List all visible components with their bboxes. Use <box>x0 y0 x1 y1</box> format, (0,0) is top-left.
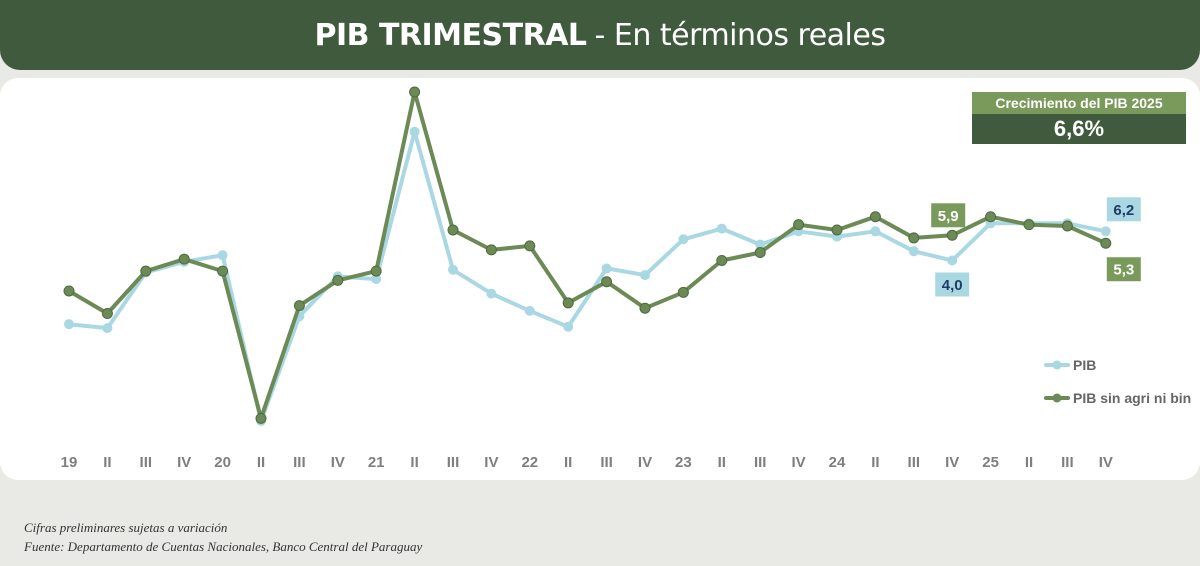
x-tick-label: III <box>600 454 613 471</box>
data-point <box>178 253 190 265</box>
data-point <box>870 226 881 237</box>
legend-label: PIB sin agri ni bin <box>1073 390 1191 406</box>
data-label-box <box>931 203 966 228</box>
data-point <box>448 264 458 275</box>
data-label: 4,0 <box>942 277 963 294</box>
data-label: 6,2 <box>1113 202 1134 219</box>
data-point <box>332 274 344 286</box>
x-tick-label: 22 <box>521 454 538 471</box>
data-label: 5,3 <box>1113 262 1134 279</box>
data-point <box>293 300 305 312</box>
series-line-pib-sin-agri <box>67 90 1108 421</box>
data-point <box>601 276 613 288</box>
data-label-box <box>935 272 970 297</box>
x-tick-label: 25 <box>982 454 999 471</box>
data-point <box>524 240 536 252</box>
title-subtitle: - En términos reales <box>594 17 886 53</box>
legend-label: PIB <box>1073 357 1096 373</box>
x-tick-label: II <box>103 454 111 471</box>
data-point <box>217 250 228 261</box>
data-point <box>831 224 843 236</box>
data-point <box>640 270 650 281</box>
x-tick-label: II <box>257 454 265 471</box>
data-point <box>562 297 574 309</box>
data-point <box>101 308 113 320</box>
title-bold: PIB TRIMESTRAL <box>314 17 588 53</box>
data-point <box>255 412 267 424</box>
data-point <box>563 321 574 332</box>
kpi-label: Crecimiento del PIB 2025 <box>972 92 1186 114</box>
data-point <box>1100 237 1112 249</box>
data-point <box>716 223 727 234</box>
x-tick-label: III <box>908 454 921 471</box>
x-tick-label: 19 <box>61 454 78 471</box>
data-point <box>985 211 997 223</box>
data-point <box>1100 226 1111 237</box>
x-tick-label: IV <box>945 454 959 471</box>
x-tick-label: IV <box>638 454 652 471</box>
data-point <box>217 265 229 277</box>
footnote-preliminary: Cifras preliminares sujetas a variación <box>24 520 228 535</box>
x-tick-label: II <box>1025 454 1033 471</box>
data-point <box>524 305 535 316</box>
x-tick-label: III <box>140 454 153 471</box>
x-tick-label: III <box>754 454 767 471</box>
x-tick-label: II <box>718 454 726 471</box>
data-point <box>754 247 766 259</box>
data-point <box>485 244 497 256</box>
x-tick-label: IV <box>177 454 191 471</box>
data-point <box>946 229 958 241</box>
data-point <box>678 234 689 245</box>
x-tick-label: III <box>293 454 306 471</box>
data-label-box <box>1106 197 1141 222</box>
x-tick-label: 23 <box>675 454 692 471</box>
x-tick-label: II <box>871 454 879 471</box>
x-tick-label: III <box>1061 454 1074 471</box>
data-point <box>716 254 728 266</box>
x-tick-label: IV <box>1099 454 1113 471</box>
data-point <box>63 285 75 297</box>
data-point <box>64 319 74 330</box>
data-point <box>140 265 152 277</box>
data-point <box>601 263 612 274</box>
legend-swatch-marker <box>1052 360 1062 370</box>
x-tick-label: 24 <box>829 454 846 471</box>
data-point <box>447 224 459 236</box>
x-tick-label: 20 <box>214 454 231 471</box>
x-tick-label: IV <box>792 454 806 471</box>
x-tick-label: IV <box>484 454 498 471</box>
data-point <box>409 86 421 98</box>
data-label: 5,9 <box>938 208 959 225</box>
kpi-box: Crecimiento del PIB 2025 6,6% <box>972 92 1186 144</box>
kpi-value: 6,6% <box>972 114 1186 144</box>
x-tick-label: 21 <box>368 454 385 471</box>
data-point <box>677 286 689 298</box>
x-tick-label: IV <box>331 454 345 471</box>
data-point <box>486 288 497 299</box>
data-point <box>908 246 919 257</box>
data-point <box>370 265 382 277</box>
data-point <box>793 219 805 231</box>
data-point <box>102 323 113 334</box>
data-point <box>908 232 920 244</box>
legend-swatch-marker <box>1052 393 1062 403</box>
data-point <box>1023 219 1035 231</box>
data-point <box>947 255 958 266</box>
data-point <box>639 302 651 314</box>
data-point <box>869 211 881 223</box>
data-label-box <box>1106 257 1141 282</box>
x-tick-label: II <box>564 454 572 471</box>
data-point <box>1061 220 1073 232</box>
x-tick-label: II <box>410 454 418 471</box>
chart-header: PIB TRIMESTRAL - En términos reales <box>0 0 1200 70</box>
footnote-source: Fuente: Departamento de Cuentas Nacional… <box>24 539 423 554</box>
x-tick-label: III <box>447 454 460 471</box>
data-point <box>409 126 420 137</box>
